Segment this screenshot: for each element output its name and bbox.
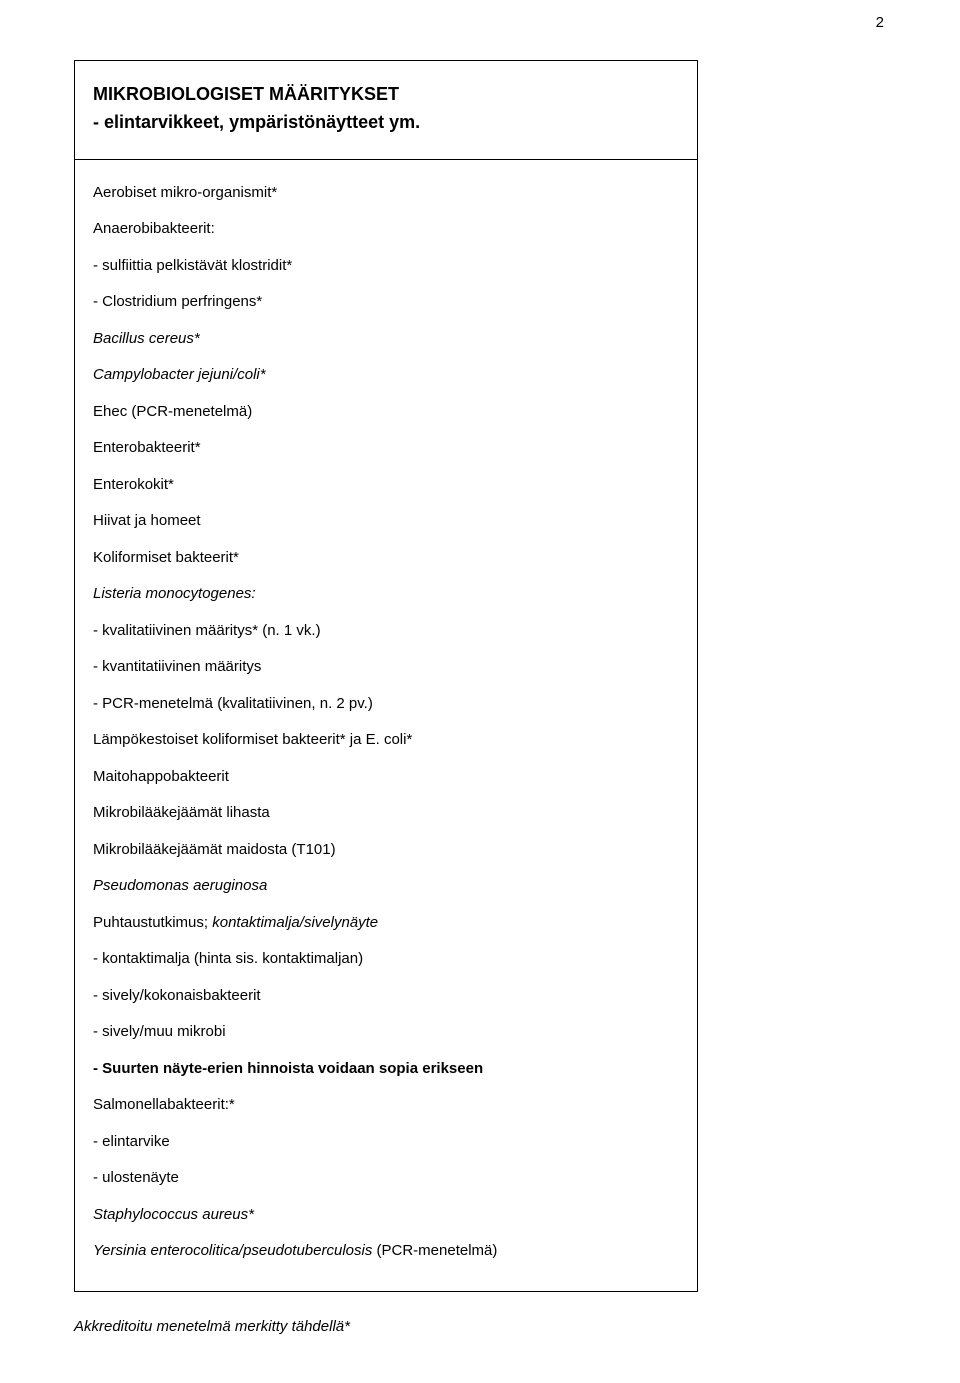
content-line-trail: kontaktimalja/sivelynäyte xyxy=(212,914,378,931)
content-line: Staphylococcus aureus* xyxy=(93,1204,679,1227)
header-cell: MIKROBIOLOGISET MÄÄRITYKSET - elintarvik… xyxy=(75,61,697,160)
content-line: Hiivat ja homeet xyxy=(93,510,679,533)
content-line: Aerobiset mikro-organismit* xyxy=(93,182,679,205)
body-cell: Aerobiset mikro-organismit* Anaerobibakte… xyxy=(75,160,697,1291)
content-line: Lämpökestoiset koliformiset bakteerit* j… xyxy=(93,729,679,752)
footnote: Akkreditoitu menetelmä merkitty tähdellä… xyxy=(74,1318,350,1335)
content-line: - Suurten näyte-erien hinnoista voidaan … xyxy=(93,1058,679,1081)
content-line: Maitohappobakteerit xyxy=(93,766,679,789)
content-line: - sively/muu mikrobi xyxy=(93,1021,679,1044)
content-line: - elintarvike xyxy=(93,1131,679,1154)
content-line: Yersinia enterocolitica/pseudotuberculos… xyxy=(93,1240,679,1263)
content-line: Mikrobilääkejäämät maidosta (T101) xyxy=(93,839,679,862)
content-line: - sively/kokonaisbakteerit xyxy=(93,985,679,1008)
header-title-line2: - elintarvikkeet, ympäristönäytteet ym. xyxy=(93,109,679,137)
content-line: - kvantitatiivinen määritys xyxy=(93,656,679,679)
content-line: Bacillus cereus* xyxy=(93,328,679,351)
content-line: - sulfiittia pelkistävät klostridit* xyxy=(93,255,679,278)
content-line-lead: Puhtaustutkimus; xyxy=(93,914,212,931)
content-line-lead: Yersinia enterocolitica/pseudotuberculos… xyxy=(93,1242,372,1259)
content-line: Salmonellabakteerit:* xyxy=(93,1094,679,1117)
content-line: Enterokokit* xyxy=(93,474,679,497)
content-line: - ulostenäyte xyxy=(93,1167,679,1190)
content-line: Pseudomonas aeruginosa xyxy=(93,875,679,898)
content-line: Koliformiset bakteerit* xyxy=(93,547,679,570)
header-title-line1: MIKROBIOLOGISET MÄÄRITYKSET xyxy=(93,81,679,109)
content-line: - kontaktimalja (hinta sis. kontaktimalj… xyxy=(93,948,679,971)
content-line-trail: (PCR-menetelmä) xyxy=(372,1242,497,1259)
content-line: Campylobacter jejuni/coli* xyxy=(93,364,679,387)
page-number: 2 xyxy=(876,14,884,31)
content-line: Enterobakteerit* xyxy=(93,437,679,460)
content-line: Anaerobibakteerit: xyxy=(93,218,679,241)
content-line: Listeria monocytogenes: xyxy=(93,583,679,606)
content-line: - Clostridium perfringens* xyxy=(93,291,679,314)
content-line: - kvalitatiivinen määritys* (n. 1 vk.) xyxy=(93,620,679,643)
page: 2 MIKROBIOLOGISET MÄÄRITYKSET - elintarv… xyxy=(0,0,960,1383)
content-line: Puhtaustutkimus; kontaktimalja/sivelynäy… xyxy=(93,912,679,935)
content-line: - PCR-menetelmä (kvalitatiivinen, n. 2 p… xyxy=(93,693,679,716)
content-line: Mikrobilääkejäämät lihasta xyxy=(93,802,679,825)
content-line: Ehec (PCR-menetelmä) xyxy=(93,401,679,424)
content-box: MIKROBIOLOGISET MÄÄRITYKSET - elintarvik… xyxy=(74,60,698,1292)
